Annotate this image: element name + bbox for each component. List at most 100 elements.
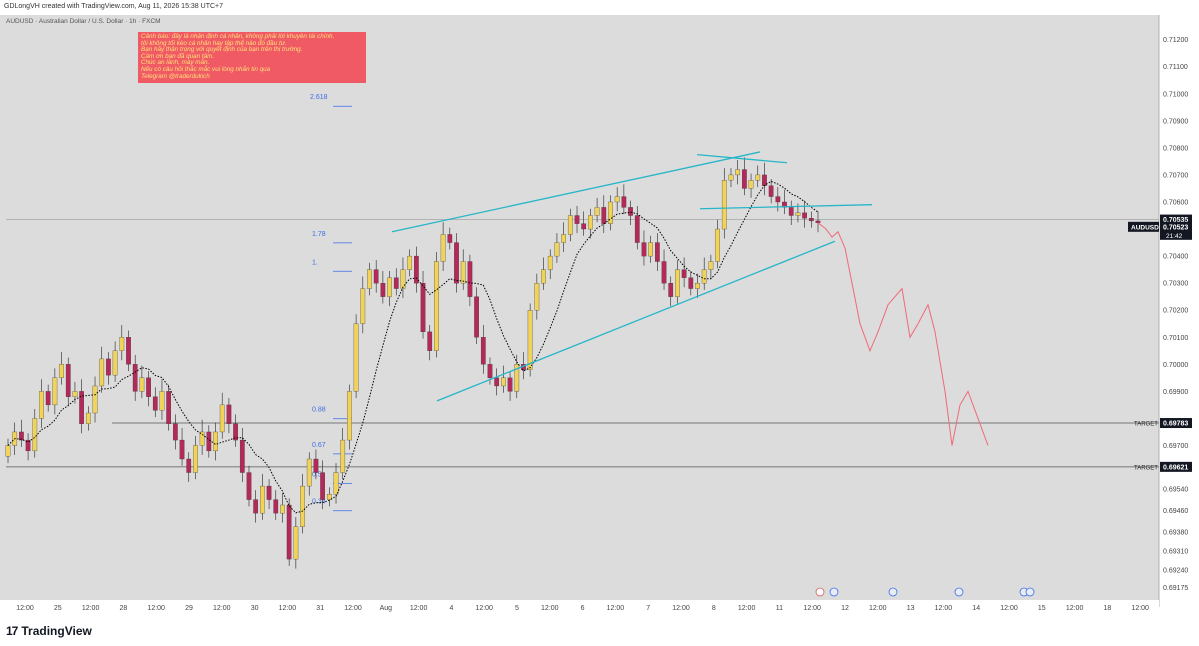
candle (708, 261, 714, 270)
candle (561, 234, 566, 243)
x-tick-label: 12:00 (672, 605, 690, 612)
candle (588, 215, 593, 230)
x-tick-label: 12:00 (279, 605, 297, 612)
candle (768, 185, 774, 197)
candle (715, 228, 720, 262)
y-tick-label: 0.71100 (1163, 64, 1188, 71)
header-credit: GDLongVH created with TradingView.com, A… (4, 3, 224, 10)
x-tick-label: 12:00 (869, 605, 887, 612)
target-price-label: 0.69783 (1163, 421, 1188, 428)
x-tick-label: 12:00 (1131, 605, 1149, 612)
economic-event-icon[interactable] (888, 587, 898, 597)
candle (621, 196, 627, 208)
target-price-label: 0.69621 (1163, 464, 1188, 471)
candle (654, 242, 660, 262)
candle (567, 215, 573, 235)
candle (260, 485, 265, 514)
candle (173, 423, 178, 441)
candle (166, 391, 172, 424)
fib-level-label: 0.34 (312, 499, 326, 506)
candle (126, 337, 131, 365)
price-axis[interactable] (1159, 15, 1199, 615)
warning-line: Telegram @traderdukich (141, 72, 210, 80)
candle (213, 431, 218, 452)
lower-trendline (436, 240, 836, 402)
y-tick-label: 0.69175 (1163, 585, 1188, 592)
candle (534, 282, 540, 311)
candle (721, 180, 727, 230)
candle (474, 296, 479, 338)
candle (413, 255, 419, 284)
candle (447, 234, 453, 243)
candle (206, 431, 212, 452)
candle (45, 391, 51, 406)
candle (581, 223, 587, 230)
candle (59, 364, 64, 378)
x-tick-label: 18 (1104, 605, 1112, 612)
warning-line: Bạn hãy thận trọng với quyết định của bạ… (141, 46, 303, 54)
economic-event-icon[interactable] (815, 587, 825, 597)
price-tag (1160, 221, 1192, 240)
price-label: 0.70535 (1163, 217, 1188, 224)
candle (454, 242, 459, 284)
warning-line: tôi không tối kèo cá nhân hay tập thể nà… (141, 39, 287, 47)
candle (199, 431, 205, 446)
symbol-description: AUDUSD · Australian Dollar / U.S. Dollar… (6, 18, 161, 25)
candle (614, 196, 620, 203)
candle (239, 439, 245, 473)
x-tick-label: 12:00 (16, 605, 34, 612)
x-tick-label: 13 (907, 605, 915, 612)
price-chart[interactable]: 0.71200 0.71100 0.71000 0.70900 0.70800 0.707… (0, 15, 1199, 615)
time-axis[interactable] (0, 600, 1159, 615)
price-label: 0.70523 (1163, 224, 1188, 231)
candle (802, 212, 807, 219)
y-tick-label: 0.69380 (1163, 530, 1188, 537)
candle (648, 242, 653, 257)
candle (601, 207, 607, 224)
candle (795, 212, 801, 216)
candle (641, 242, 647, 257)
candle (762, 174, 767, 186)
economic-event-icon[interactable] (954, 587, 964, 597)
y-tick-label: 0.70400 (1163, 254, 1188, 261)
candle (628, 207, 633, 216)
candle (293, 526, 299, 560)
price-tag (1160, 214, 1192, 225)
candle (39, 391, 44, 419)
y-tick-label: 0.69460 (1163, 508, 1188, 515)
y-tick-label: 0.69540 (1163, 486, 1188, 493)
candle (735, 169, 741, 176)
candle (387, 277, 392, 297)
moving-average-line (7, 180, 819, 514)
candle (273, 499, 279, 514)
candle (755, 174, 761, 181)
candle (420, 282, 426, 333)
candle (132, 364, 138, 392)
candle (119, 337, 125, 351)
x-tick-label: 5 (515, 605, 519, 612)
candle (681, 269, 687, 278)
candle (514, 364, 520, 392)
y-tick-label: 0.69310 (1163, 549, 1188, 556)
candle (85, 412, 91, 424)
warning-line: Cám ơn bạn đã quan tâm. (141, 52, 215, 60)
candle (661, 261, 667, 284)
candle (742, 169, 747, 189)
candle (112, 350, 118, 376)
economic-event-icon[interactable] (829, 587, 839, 597)
candle (186, 458, 192, 473)
chart-area[interactable]: 0.71200 0.71100 0.71000 0.70900 0.70800 0.707… (0, 15, 1199, 615)
candle (246, 472, 252, 500)
y-tick-label: 0.71200 (1163, 37, 1188, 44)
candle (815, 220, 821, 223)
fib-level-label: 1.78 (312, 231, 326, 238)
candle (233, 423, 238, 441)
economic-event-icon[interactable] (1025, 587, 1035, 597)
x-tick-label: 4 (449, 605, 453, 612)
candle (266, 485, 272, 500)
countdown-label: 21:42 (1166, 233, 1183, 240)
candle (728, 174, 734, 181)
candle (106, 358, 111, 376)
candle (320, 472, 325, 500)
x-tick-label: 12:00 (147, 605, 165, 612)
